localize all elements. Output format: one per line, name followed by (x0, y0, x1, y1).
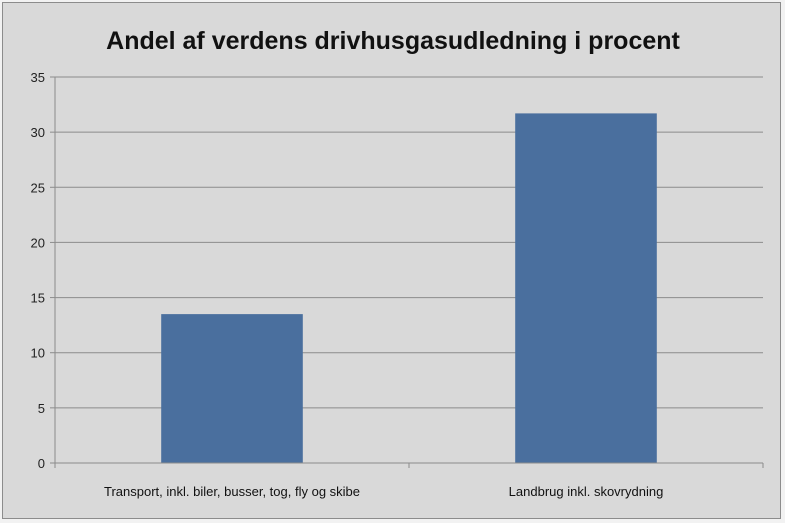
x-category-label: Transport, inkl. biler, busser, tog, fly… (104, 484, 360, 499)
y-tick-label: 20 (31, 235, 45, 250)
axes (54, 77, 764, 468)
bar (515, 113, 657, 463)
y-tick-label: 5 (38, 401, 45, 416)
bar-chart: Andel af verdens drivhusgasudledning i p… (31, 27, 764, 499)
y-tick-label: 35 (31, 70, 45, 85)
x-category-label: Landbrug inkl. skovrydning (509, 484, 664, 499)
y-tick-label: 25 (31, 180, 45, 195)
y-tick-labels: 0 5 10 15 20 25 30 35 (31, 70, 45, 471)
y-tick-label: 10 (31, 346, 45, 361)
chart-title: Andel af verdens drivhusgasudledning i p… (106, 27, 680, 55)
bar (161, 314, 303, 463)
x-category-labels: Transport, inkl. biler, busser, tog, fly… (104, 484, 663, 499)
y-tick-label: 15 (31, 291, 45, 306)
y-tick-label: 30 (31, 125, 45, 140)
y-tick-label: 0 (38, 456, 45, 471)
bars (161, 113, 657, 463)
